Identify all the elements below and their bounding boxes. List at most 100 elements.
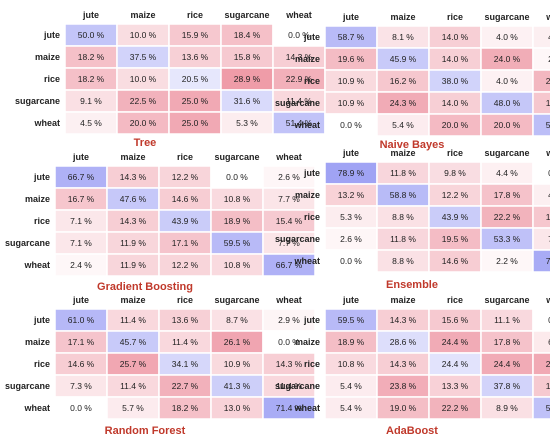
cell-value-label: 2.2 % <box>496 256 518 266</box>
cell-value-label: 14.3 % <box>120 172 147 182</box>
heatmap-cell <box>532 69 550 93</box>
cell-value-label: 11.4 % <box>276 381 302 391</box>
cell-value-label: 19.5 % <box>442 234 469 244</box>
chart-title-tree: Tree <box>134 137 157 149</box>
cell-value-label: 9.1 % <box>80 96 102 106</box>
matrix-naive-bayes: jute maize rice sugarcane wheat jute 58.7 % 8.1… <box>275 12 550 151</box>
cell-value-label: 20.0 % <box>494 120 521 130</box>
heatmap-cell <box>532 374 550 398</box>
column-label-wheat: wheat <box>275 295 302 305</box>
column-label-sugarcane: sugarcane <box>214 152 259 162</box>
chart-title-naive-bayes: Naive Bayes <box>380 139 445 151</box>
column-label-sugarcane: sugarcane <box>214 295 259 305</box>
cell-value-label: 53.3 % <box>494 234 521 244</box>
heatmap-cell <box>262 396 316 420</box>
row-label-wheat: wheat <box>293 403 320 413</box>
column-label-wheat: wheat <box>285 10 312 20</box>
cell-value-label: 0.0 % <box>70 403 92 413</box>
cell-value-label: 14.3 % <box>286 52 313 62</box>
cell-value-label: 17.1 % <box>68 337 95 347</box>
cell-value-label: 10.9 % <box>338 76 365 86</box>
cell-value-label: 7.0 % <box>548 234 550 244</box>
cell-value-label: 14.3 % <box>120 216 147 226</box>
cell-value-label: 18.4 % <box>234 30 261 40</box>
chart-title-adaboost: AdaBoost <box>386 425 438 437</box>
cell-value-label: 25.0 % <box>546 359 550 369</box>
row-label-rice: rice <box>34 216 50 226</box>
cell-value-label: 59.5 % <box>224 238 251 248</box>
cell-value-label: 12.2 % <box>442 190 469 200</box>
column-label-rice: rice <box>447 295 463 305</box>
cell-value-label: 18.2 % <box>78 52 105 62</box>
row-label-wheat: wheat <box>23 403 50 413</box>
cell-value-label: 58.8 % <box>390 190 417 200</box>
row-label-rice: rice <box>304 212 320 222</box>
row-label-maize: maize <box>295 54 320 64</box>
cell-value-label: 31.6 % <box>234 96 261 106</box>
cell-value-label: 18.9 % <box>338 337 365 347</box>
cell-value-label: 58.7 % <box>338 32 365 42</box>
column-label-maize: maize <box>390 12 415 22</box>
cell-value-label: 0.0 % <box>288 30 310 40</box>
chart-title-ensemble: Ensemble <box>386 279 438 291</box>
column-label-rice: rice <box>187 10 203 20</box>
column-label-rice: rice <box>177 295 193 305</box>
cell-value-label: 20.5 % <box>182 74 209 84</box>
cell-value-label: 11.4 % <box>120 381 146 391</box>
row-label-sugarcane: sugarcane <box>5 238 50 248</box>
cell-value-label: 22.7 % <box>172 381 199 391</box>
cell-value-label: 0.0 % <box>340 120 362 130</box>
cell-value-label: 10.0 % <box>130 30 157 40</box>
cell-value-label: 12.2 % <box>172 172 199 182</box>
heatmap-cell <box>532 396 550 420</box>
cell-value-label: 37.8 % <box>494 381 521 391</box>
chart-title-gradient-boosting: Gradient Boosting <box>97 281 193 293</box>
row-label-wheat: wheat <box>23 260 50 270</box>
row-label-rice: rice <box>304 359 320 369</box>
cell-value-label: 14.6 % <box>442 256 469 266</box>
row-label-wheat: wheat <box>293 120 320 130</box>
row-label-sugarcane: sugarcane <box>5 381 50 391</box>
cell-value-label: 10.8 % <box>224 260 251 270</box>
column-label-jute: jute <box>342 295 359 305</box>
row-label-maize: maize <box>25 337 50 347</box>
cell-value-label: 19.6 % <box>338 54 365 64</box>
cell-value-label: 8.8 % <box>392 256 414 266</box>
cell-value-label: 25.0 % <box>182 118 209 128</box>
column-label-jute: jute <box>72 152 89 162</box>
cell-value-label: 4.0 % <box>496 32 518 42</box>
cell-value-label: 7.7 % <box>278 194 300 204</box>
cell-value-label: 10.8 % <box>338 359 365 369</box>
row-label-jute: jute <box>303 32 320 42</box>
column-label-wheat: wheat <box>545 12 550 22</box>
column-label-maize: maize <box>390 295 415 305</box>
cell-value-label: 2.9 % <box>278 315 300 325</box>
cell-value-label: 14.3 % <box>390 315 417 325</box>
cell-value-label: 4.7 % <box>548 190 550 200</box>
cell-value-label: 10.9 % <box>338 98 365 108</box>
cell-value-label: 14.3 % <box>276 359 303 369</box>
cell-value-label: 37.5 % <box>130 52 157 62</box>
column-label-maize: maize <box>390 148 415 158</box>
cell-value-label: 7.7 % <box>278 238 300 248</box>
cell-value-label: 15.8 % <box>234 52 261 62</box>
cell-value-label: 24.4 % <box>494 359 521 369</box>
cell-value-label: 8.9 % <box>496 403 518 413</box>
matrix-random-forest: jute maize rice sugarcane wheat jute 61.0 % 11.… <box>5 295 316 437</box>
matrix-tree: jute maize rice sugarcane wheat jute 50.0 % 10.… <box>15 10 326 149</box>
cell-value-label: 8.1 % <box>392 32 414 42</box>
cell-value-label: 13.6 % <box>172 315 199 325</box>
cell-value-label: 47.6 % <box>120 194 147 204</box>
cell-value-label: 66.7 % <box>68 172 95 182</box>
cell-value-label: 51.4 % <box>286 118 313 128</box>
cell-value-label: 4.0 % <box>496 76 518 86</box>
cell-value-label: 18.2 % <box>78 74 105 84</box>
cell-value-label: 0.0 % <box>548 315 550 325</box>
cell-value-label: 55.8 % <box>546 120 550 130</box>
row-label-sugarcane: sugarcane <box>275 381 320 391</box>
row-label-sugarcane: sugarcane <box>15 96 60 106</box>
cell-value-label: 8.7 % <box>226 315 248 325</box>
row-label-rice: rice <box>44 74 60 84</box>
cell-value-label: 16.7 % <box>68 194 95 204</box>
cell-value-label: 53.1 % <box>546 403 550 413</box>
